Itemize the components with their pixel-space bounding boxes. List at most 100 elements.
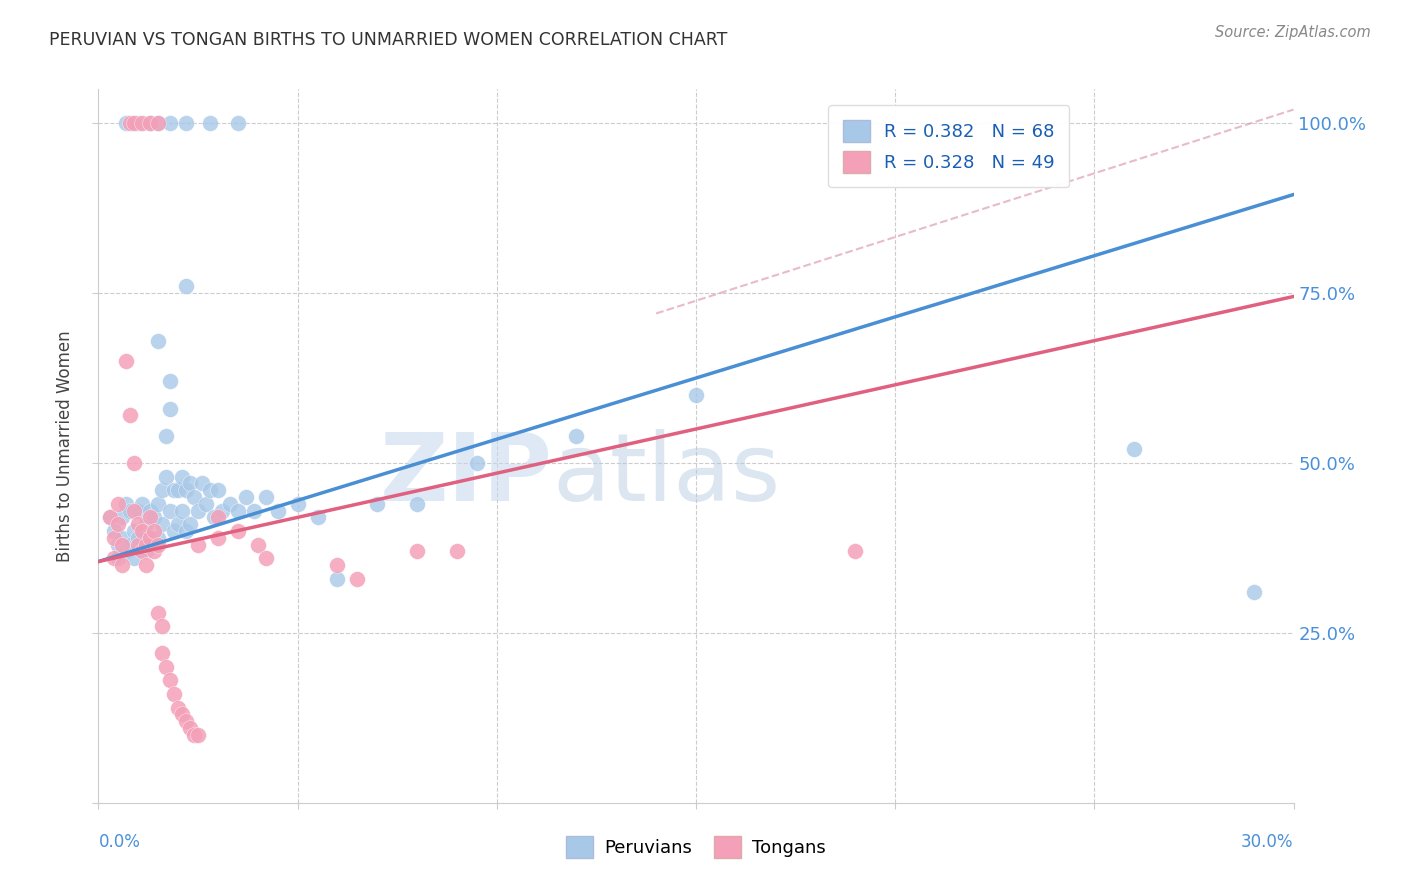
Point [115,497,138,511]
Point [267,503,290,517]
Point [107,551,129,566]
Point [167,483,190,498]
Point [139,531,162,545]
Point [195,497,218,511]
Point [115,354,138,368]
Text: ZIP: ZIP [380,428,553,521]
Point [226,503,249,517]
Point [139,531,162,545]
Point [167,700,190,714]
Point [183,490,205,504]
Point [211,503,233,517]
Point [187,503,209,517]
Point [124,524,146,538]
Point [103,531,125,545]
Point [346,572,368,586]
Point [235,490,257,504]
Point [326,558,349,572]
Point [174,714,197,729]
Point [326,572,349,586]
Point [135,517,157,532]
Point [139,503,162,517]
Point [143,510,166,524]
Point [135,544,157,558]
Point [150,646,173,660]
Point [115,544,138,558]
Point [207,510,229,524]
Point [148,606,170,620]
Point [172,503,194,517]
Point [148,334,170,348]
Point [163,524,186,538]
Point [124,116,146,130]
Point [107,497,129,511]
Point [107,537,129,551]
Point [103,524,125,538]
Point [143,524,166,538]
Point [148,531,170,545]
Point [226,524,249,538]
Point [226,116,249,130]
Point [179,476,201,491]
Point [139,116,162,130]
Point [446,544,468,558]
Point [366,497,388,511]
Point [98,510,122,524]
Point [139,510,162,524]
Point [159,116,181,130]
Point [159,503,181,517]
Point [219,497,242,511]
Legend: R = 0.382   N = 68, R = 0.328   N = 49: R = 0.382 N = 68, R = 0.328 N = 49 [828,105,1070,187]
Point [107,517,129,532]
Point [135,537,157,551]
Point [135,558,157,572]
Text: PERUVIAN VS TONGAN BIRTHS TO UNMARRIED WOMEN CORRELATION CHART: PERUVIAN VS TONGAN BIRTHS TO UNMARRIED W… [49,31,727,49]
Point [465,456,488,470]
Point [143,537,166,551]
Point [127,537,149,551]
Point [246,537,269,551]
Point [148,537,170,551]
Point [685,388,707,402]
Point [191,476,214,491]
Point [124,503,146,517]
Point [254,551,277,566]
Point [127,116,149,130]
Point [131,497,153,511]
Point [111,558,134,572]
Point [1243,585,1265,599]
Point [254,490,277,504]
Point [202,510,225,524]
Point [159,401,181,416]
Text: Source: ZipAtlas.com: Source: ZipAtlas.com [1215,25,1371,40]
Point [103,551,125,566]
Point [174,524,197,538]
Point [155,660,177,674]
Point [243,503,266,517]
Point [172,707,194,722]
Point [111,537,134,551]
Point [179,517,201,532]
Text: 0.0%: 0.0% [98,833,141,851]
Point [198,116,221,130]
Point [155,429,177,443]
Point [198,483,221,498]
Point [124,551,146,566]
Point [143,544,166,558]
Text: atlas: atlas [553,428,780,521]
Point [187,537,209,551]
Point [131,537,153,551]
Y-axis label: Births to Unmarried Women: Births to Unmarried Women [56,330,75,562]
Point [844,544,866,558]
Point [172,469,194,483]
Point [120,116,142,130]
Point [131,544,153,558]
Point [148,116,170,130]
Point [127,517,149,532]
Point [124,456,146,470]
Point [159,375,181,389]
Point [565,429,588,443]
Point [174,116,197,130]
Point [155,469,177,483]
Point [139,116,162,130]
